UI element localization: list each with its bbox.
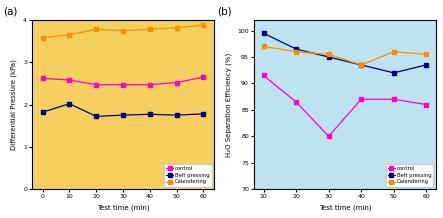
Text: (a): (a) — [3, 7, 17, 17]
Y-axis label: Differential Pressure (kPa): Differential Pressure (kPa) — [11, 59, 17, 150]
X-axis label: Test time (min): Test time (min) — [319, 204, 371, 211]
Y-axis label: H₂O Separation Efficiency (%): H₂O Separation Efficiency (%) — [225, 53, 232, 157]
Text: (b): (b) — [218, 7, 232, 17]
Legend: control, Belt pressing, Calendering: control, Belt pressing, Calendering — [386, 164, 433, 187]
Legend: control, Belt pressing, Calendering: control, Belt pressing, Calendering — [164, 164, 212, 187]
X-axis label: Test time (min): Test time (min) — [97, 204, 149, 211]
